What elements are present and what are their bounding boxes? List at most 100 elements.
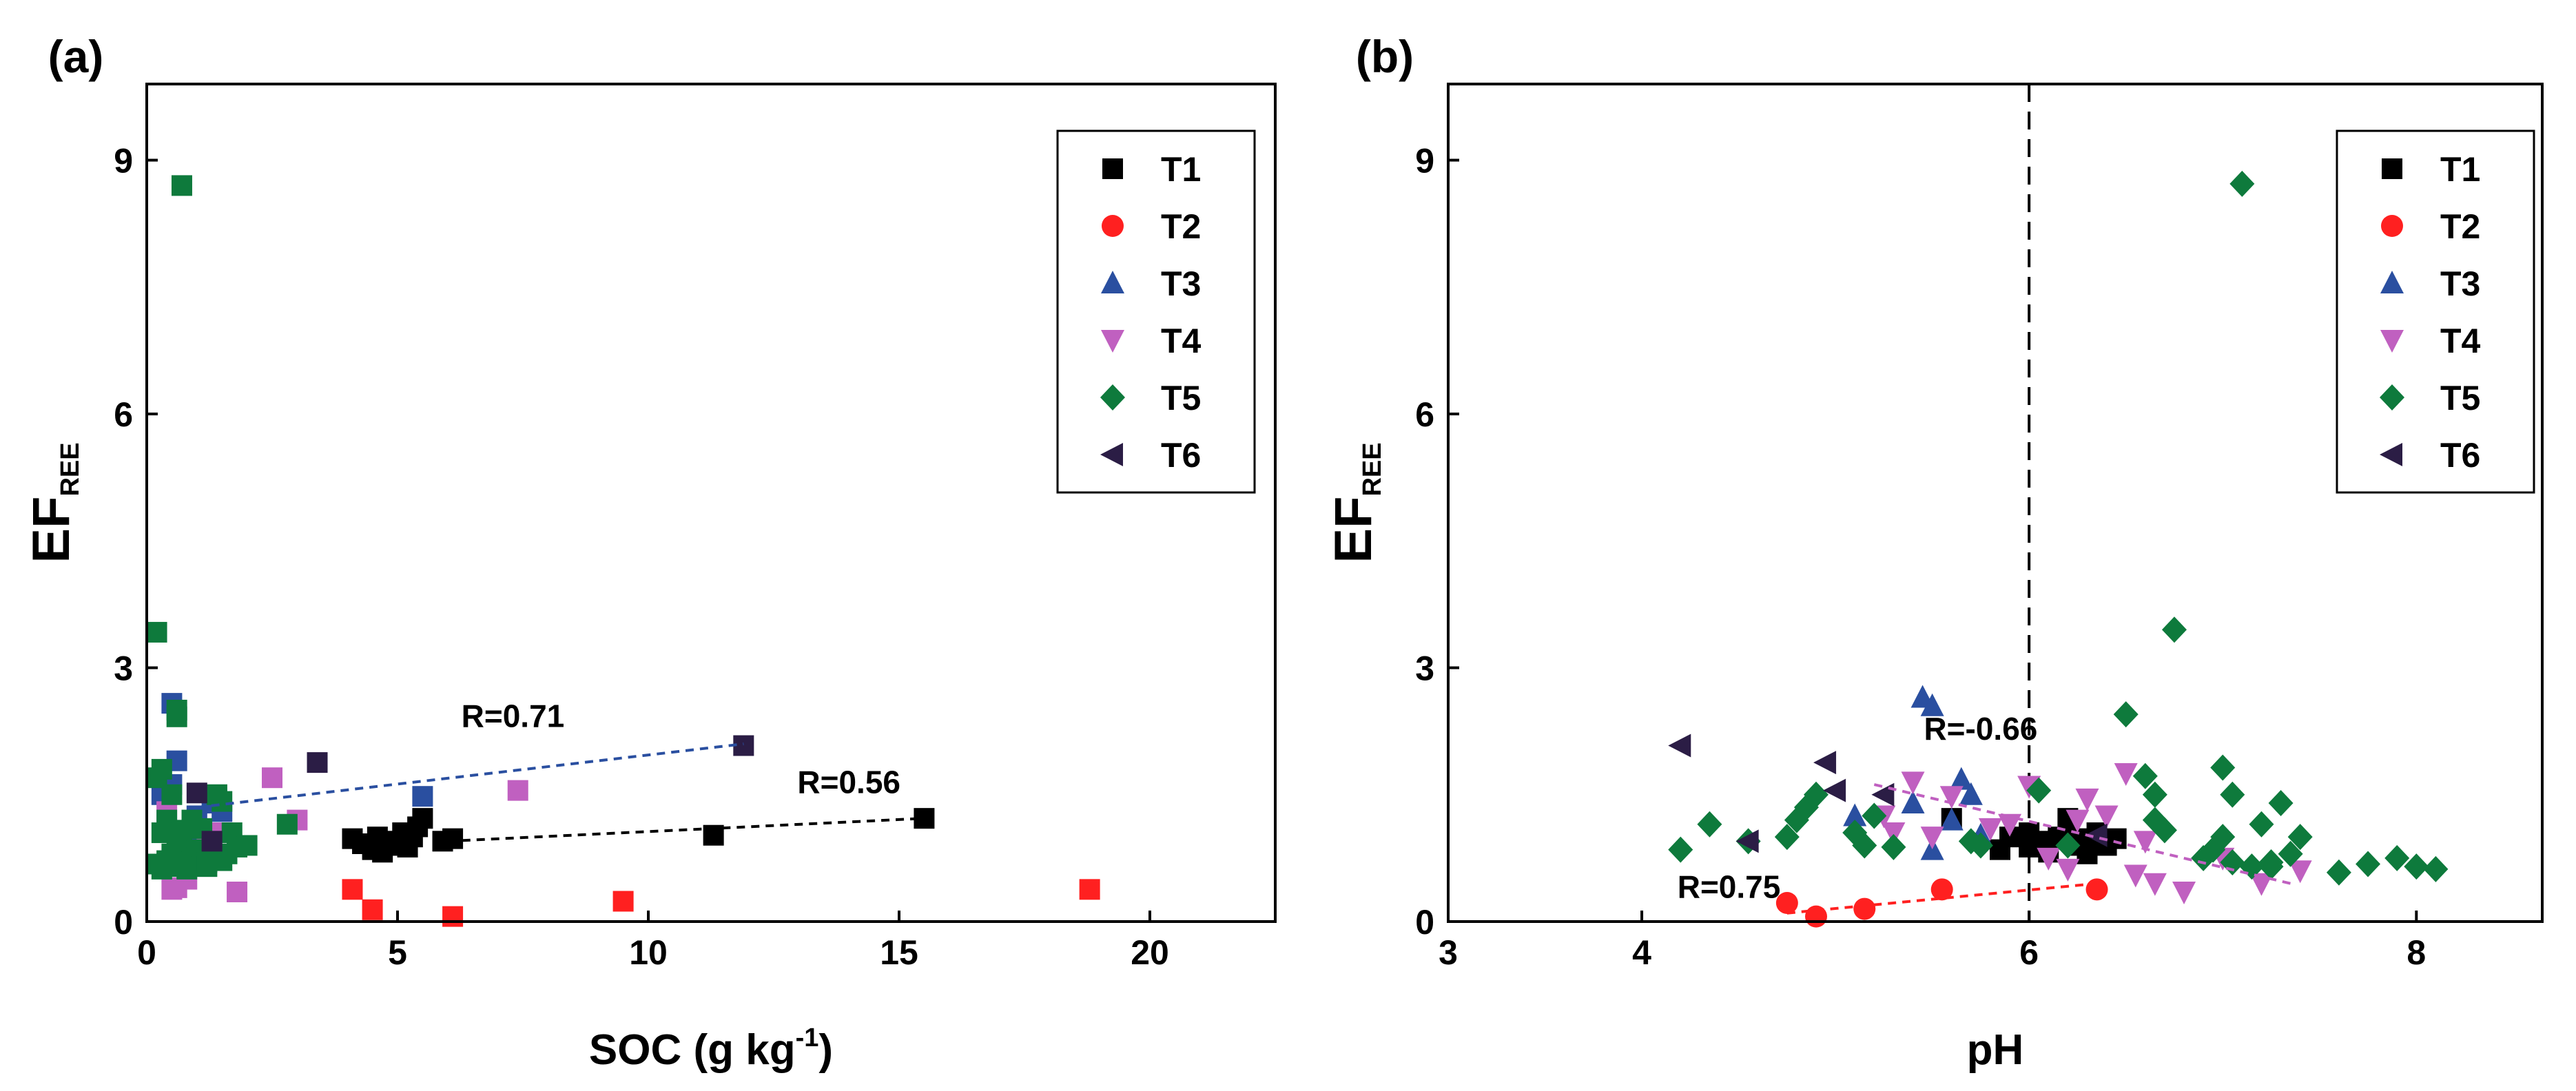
- fit-line-a-0: [196, 742, 744, 809]
- point-b-t5-3: [1774, 824, 1800, 851]
- ytick-label-a-2: 6: [114, 395, 133, 434]
- legend-label-a-t4: T4: [1161, 322, 1202, 360]
- legend-label-b-t1: T1: [2440, 150, 2480, 189]
- point-a-t1-11: [412, 808, 433, 829]
- r-value-label-a-1: R=0.56: [797, 764, 900, 800]
- point-b-t3-3: [1920, 693, 1944, 716]
- point-b-t5-35: [2384, 844, 2410, 871]
- r-value-label-a-0: R=0.71: [462, 698, 565, 734]
- point-b-t5-34: [2356, 851, 2381, 877]
- point-b-t5-8: [1852, 832, 1877, 859]
- point-b-t4-5: [1998, 813, 2022, 837]
- point-a-t2-4: [1079, 879, 1100, 900]
- point-b-t4-19: [2288, 860, 2312, 884]
- point-b-t5-6: [1804, 781, 1829, 808]
- point-b-t5-14: [2055, 832, 2081, 859]
- point-b-t5-26: [2229, 170, 2255, 197]
- xtick-label-b-1: 4: [1632, 933, 1651, 972]
- xtick-label-a-1: 5: [388, 933, 407, 972]
- legend-label-a-t2: T2: [1161, 207, 1201, 246]
- point-b-t4-13: [2123, 864, 2147, 888]
- point-b-t4-14: [2133, 831, 2157, 854]
- xtick-label-b-0: 3: [1439, 933, 1458, 972]
- axes-frame-b: [1447, 83, 2544, 923]
- point-b-t3-5: [1939, 807, 1964, 831]
- legend-marker-a-t3: [1101, 271, 1124, 293]
- point-a-t5-24: [236, 835, 258, 856]
- point-a-t5-30: [212, 850, 233, 871]
- point-b-t5-39: [2258, 853, 2284, 880]
- point-b-t4-12: [2114, 763, 2138, 787]
- point-b-t5-37: [2423, 855, 2449, 882]
- legend-label-a-t5: T5: [1161, 379, 1201, 417]
- point-b-t5-16: [2132, 762, 2158, 789]
- legend-marker-a-t1: [1102, 158, 1123, 179]
- legend-label-a-t3: T3: [1161, 264, 1201, 303]
- point-b-t4-1: [1882, 822, 1906, 846]
- point-b-t5-13: [2026, 777, 2052, 804]
- point-a-t6-2: [307, 752, 328, 773]
- ytick-label-b-0: 0: [1415, 903, 1434, 942]
- point-a-t4-8: [262, 767, 282, 789]
- point-a-t5-29: [276, 813, 298, 835]
- point-b-t5-17: [2142, 781, 2167, 808]
- point-a-t4-7: [227, 882, 248, 903]
- point-b-t5-32: [2287, 824, 2313, 851]
- legend-label-b-t4: T4: [2440, 322, 2481, 360]
- point-b-t6-0: [1668, 734, 1691, 758]
- point-b-t5-19: [2152, 817, 2177, 844]
- point-b-t4-2: [1901, 771, 1925, 795]
- legend-label-b-t6: T6: [2440, 436, 2480, 475]
- point-b-t5-28: [2249, 811, 2274, 838]
- point-b-t5-15: [2113, 701, 2139, 728]
- point-a-t6-1: [201, 831, 223, 852]
- xtick-label-b-2: 6: [2019, 933, 2039, 972]
- point-b-t3-7: [1959, 782, 1983, 805]
- panel-label-a: (a): [48, 31, 104, 82]
- legend-marker-b-t2: [2381, 215, 2403, 237]
- point-b-t6-4: [1871, 782, 1895, 807]
- point-b-t5-23: [2210, 754, 2236, 781]
- point-b-t2-0: [1775, 891, 1798, 914]
- ytick-label-a-1: 3: [114, 650, 133, 688]
- legend-marker-a-t2: [1102, 215, 1124, 237]
- ytick-label-a-3: 9: [114, 142, 133, 180]
- point-b-t1-13: [2019, 836, 2040, 858]
- point-a-t2-0: [342, 879, 363, 900]
- point-b-t5-31: [2278, 840, 2303, 867]
- point-b-t4-9: [2065, 809, 2090, 833]
- point-a-t5-5: [151, 758, 172, 780]
- point-b-t5-22: [2210, 824, 2236, 851]
- ytick-label-a-0: 0: [114, 903, 133, 942]
- point-a-t2-3: [612, 891, 634, 912]
- point-a-t1-13: [442, 828, 464, 849]
- xtick-label-a-4: 20: [1131, 933, 1169, 972]
- point-b-t4-18: [2249, 873, 2274, 896]
- point-b-t4-7: [2037, 847, 2061, 871]
- point-b-t4-20: [1920, 827, 1944, 850]
- legend-marker-b-t6: [2380, 443, 2402, 466]
- point-a-t2-2: [442, 906, 464, 927]
- point-b-t4-8: [2056, 858, 2080, 882]
- xtick-label-a-2: 10: [629, 933, 668, 972]
- point-a-t2-1: [362, 899, 383, 920]
- legend-marker-a-t5: [1100, 384, 1125, 411]
- legend-label-b-t5: T5: [2440, 379, 2480, 417]
- point-b-t5-36: [2404, 853, 2429, 880]
- ytick-label-b-3: 9: [1415, 142, 1434, 180]
- point-a-t4-10: [507, 780, 528, 801]
- y-axis-label-b: EFREE: [1324, 442, 1387, 563]
- point-b-t6-5: [2084, 823, 2108, 847]
- panel-b-scatter-ph: (b)R=-0.66R=0.753 4 6 80369EFREEpHT1T2T3T4T…: [1324, 31, 2544, 1074]
- point-b-t4-11: [2094, 805, 2119, 829]
- point-b-t2-4: [2085, 878, 2108, 901]
- xtick-label-a-0: 0: [137, 933, 156, 972]
- legend-a: T1 T2 T3 T4 T5 T6: [1056, 129, 1256, 494]
- point-b-t5-0: [1668, 836, 1693, 863]
- legend-label-b-t3: T3: [2440, 264, 2480, 303]
- point-a-t5-26: [151, 822, 172, 844]
- xtick-label-a-3: 15: [880, 933, 918, 972]
- point-b-t2-2: [1853, 897, 1876, 920]
- legend-label-b-t2: T2: [2440, 207, 2480, 246]
